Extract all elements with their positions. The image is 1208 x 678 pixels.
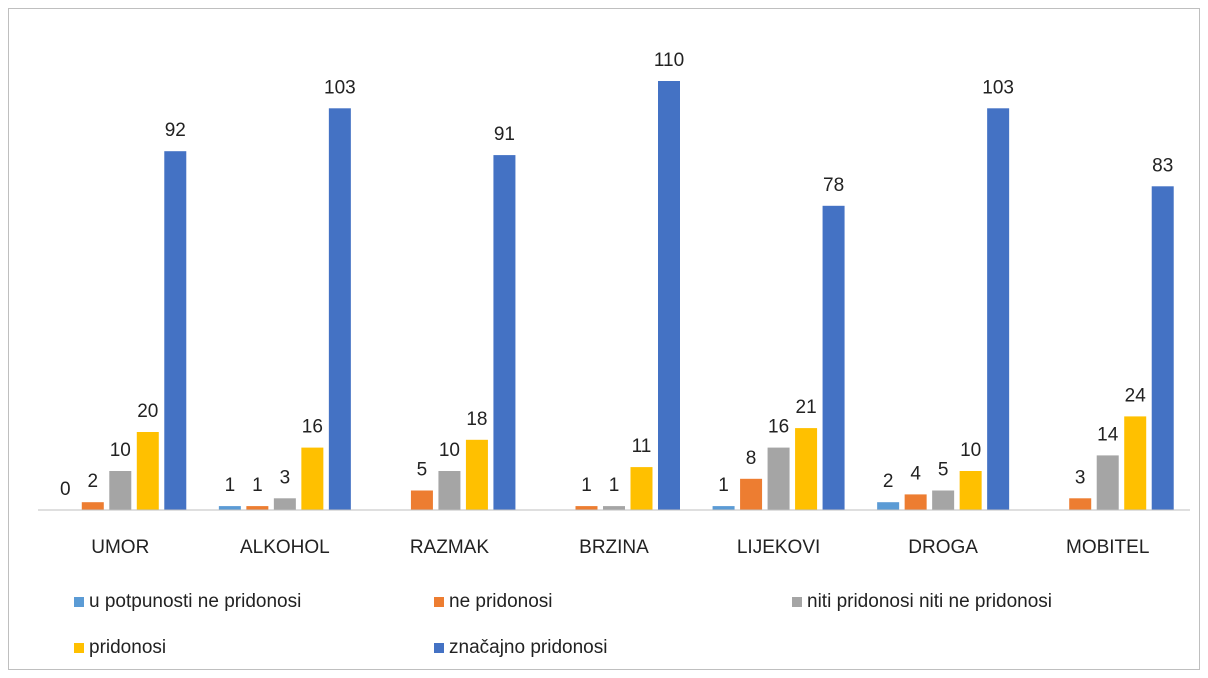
data-label: 1	[581, 475, 592, 496]
x-tick-label: BRZINA	[579, 537, 649, 558]
bar	[493, 155, 516, 510]
data-label: 10	[110, 440, 131, 461]
bar	[877, 502, 900, 510]
x-tick-label: UMOR	[91, 537, 149, 558]
bar	[438, 471, 461, 510]
bar	[575, 506, 598, 510]
bar	[603, 506, 625, 510]
chart-frame	[8, 8, 1200, 670]
bar	[767, 447, 790, 510]
bar	[904, 494, 927, 510]
data-label: 16	[302, 417, 323, 438]
bar	[465, 439, 488, 510]
bar	[410, 490, 433, 510]
data-label: 1	[252, 475, 263, 496]
data-label: 103	[982, 77, 1014, 98]
legend-label: niti pridonosi niti ne pridonosi	[807, 591, 1052, 612]
bar	[932, 490, 955, 510]
data-label: 3	[1075, 467, 1086, 488]
legend-label: ne pridonosi	[449, 591, 553, 612]
legend-swatch	[74, 597, 84, 607]
bar	[246, 506, 269, 510]
bar	[81, 502, 104, 510]
data-label: 21	[796, 397, 817, 418]
legend-label: u potpunosti ne pridonosi	[89, 591, 301, 612]
data-label: 103	[324, 77, 356, 98]
data-label: 91	[494, 124, 515, 145]
data-label: 83	[1152, 155, 1173, 176]
bar	[1069, 498, 1092, 510]
data-label: 14	[1097, 424, 1119, 445]
bar	[630, 467, 653, 510]
bar	[795, 428, 818, 510]
legend-label: značajno pridonosi	[449, 637, 607, 658]
x-tick-label: DROGA	[908, 537, 978, 558]
data-label: 1	[609, 475, 620, 496]
data-label: 0	[60, 479, 71, 500]
bar	[822, 205, 845, 511]
data-label: 110	[654, 50, 684, 71]
bar	[1096, 455, 1119, 510]
data-label: 1	[225, 475, 236, 496]
x-tick-label: LIJEKOVI	[737, 537, 820, 558]
bar	[712, 506, 735, 510]
data-label: 20	[137, 401, 158, 422]
x-tick-label: RAZMAK	[410, 537, 490, 558]
x-tick-label: MOBITEL	[1066, 537, 1149, 558]
data-label: 11	[632, 436, 652, 457]
data-label: 4	[910, 463, 921, 484]
bar	[218, 506, 241, 510]
bar	[1124, 416, 1147, 510]
legend-swatch	[792, 597, 802, 607]
bar	[959, 471, 982, 510]
data-label: 5	[938, 460, 949, 481]
legend-swatch	[434, 643, 444, 653]
data-label: 10	[960, 440, 981, 461]
bar	[328, 108, 351, 511]
bar	[109, 471, 132, 510]
bar	[164, 151, 187, 510]
data-label: 10	[439, 440, 460, 461]
data-label: 92	[165, 120, 186, 141]
x-tick-label: ALKOHOL	[240, 537, 330, 558]
data-label: 1	[718, 475, 729, 496]
data-label: 78	[823, 175, 844, 196]
data-label: 5	[417, 460, 428, 481]
data-label: 2	[87, 471, 98, 492]
bar	[273, 498, 296, 510]
bar	[301, 447, 324, 510]
data-label: 24	[1125, 385, 1147, 406]
data-label: 8	[746, 448, 757, 469]
data-label: 16	[768, 417, 789, 438]
legend-swatch	[74, 643, 84, 653]
data-label: 2	[883, 471, 894, 492]
legend-label: pridonosi	[89, 637, 166, 658]
data-label: 18	[466, 409, 487, 430]
bar	[658, 81, 680, 510]
bar	[740, 478, 763, 510]
bar	[1151, 186, 1174, 511]
data-label: 3	[280, 467, 291, 488]
legend-swatch	[434, 597, 444, 607]
bar	[987, 108, 1010, 511]
bar	[136, 432, 159, 510]
